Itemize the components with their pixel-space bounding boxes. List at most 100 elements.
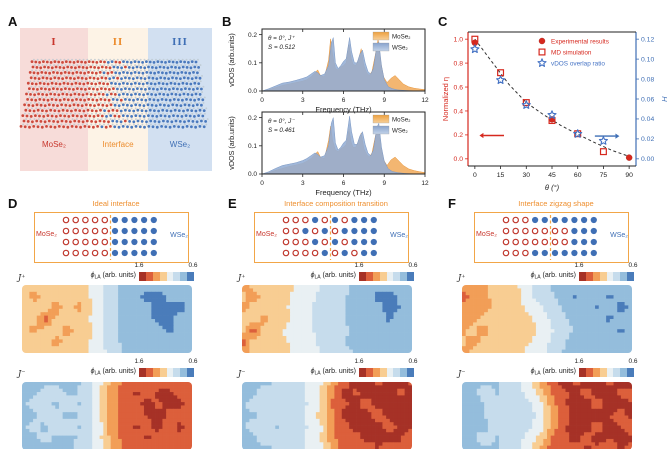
svg-text:vDOS (arb.units): vDOS (arb.units) — [227, 33, 236, 87]
svg-text:0.0: 0.0 — [248, 171, 257, 178]
svg-text:6: 6 — [342, 97, 346, 104]
wse2-label: WSe₂ — [170, 232, 188, 239]
colorbar-row: J⁻ 1.6 0.6 ϕLA (arb. units) — [230, 358, 442, 380]
panel-f: Interface zigzag shape MoSe₂ WSe₂ J⁺ 1.6… — [450, 198, 662, 460]
svg-text:0.10: 0.10 — [641, 56, 654, 63]
svg-text:0.6: 0.6 — [454, 84, 464, 91]
svg-text:MoSe₂: MoSe₂ — [392, 117, 411, 124]
colorbar-max-value: 1.6 — [574, 358, 584, 365]
colorbar-row: J⁺ 1.6 0.6 ϕLA (arb. units) — [450, 262, 662, 284]
panel-letter-c: C — [438, 14, 448, 29]
flux-direction-label: J⁺ — [18, 273, 26, 282]
atom-schematic-box: MoSe₂ WSe₂ — [254, 212, 409, 263]
svg-text:0.12: 0.12 — [641, 36, 654, 43]
heatmap-d-jplus — [22, 285, 192, 353]
svg-text:75: 75 — [600, 172, 608, 179]
svg-text:0.1: 0.1 — [248, 143, 257, 150]
colorbar — [579, 368, 634, 377]
mose2-label: MoSe₂ — [476, 231, 498, 238]
svg-text:0: 0 — [260, 97, 264, 104]
crystal-lattice — [19, 58, 209, 129]
svg-text:15: 15 — [497, 172, 505, 179]
heatmap-e-jplus — [242, 285, 412, 353]
wse2-label: WSe₂ — [390, 232, 408, 239]
colorbar-axis-label: ϕLA (arb. units) — [90, 272, 136, 281]
atom-lattice-schematic — [502, 215, 597, 260]
panel-letter-b: B — [222, 14, 232, 29]
svg-text:0: 0 — [260, 180, 264, 187]
region-numeral-iii: III — [172, 38, 188, 48]
mose2-label: MoSe₂ — [36, 231, 58, 238]
svg-text:6: 6 — [342, 180, 346, 187]
flux-direction-label: J⁻ — [238, 369, 246, 378]
svg-text:θ = 0°, J⁻: θ = 0°, J⁻ — [268, 117, 295, 125]
colorbar-max-value: 1.6 — [134, 262, 144, 269]
svg-text:3: 3 — [301, 180, 305, 187]
flux-direction-label: J⁻ — [458, 369, 466, 378]
region-label-interface: Interface — [102, 140, 134, 149]
svg-text:0.0: 0.0 — [454, 156, 464, 163]
panel-letter-f: F — [448, 196, 456, 211]
atom-schematic-box: MoSe₂ WSe₂ — [474, 212, 629, 263]
svg-text:0.0: 0.0 — [248, 88, 257, 95]
svg-text:Frequency (THz): Frequency (THz) — [315, 188, 372, 197]
panel-d-title: Ideal interface — [92, 199, 140, 208]
region-numeral-ii: II — [112, 38, 124, 48]
svg-text:0.1: 0.1 — [248, 60, 257, 67]
svg-text:S = 0.461: S = 0.461 — [268, 127, 295, 134]
svg-text:0: 0 — [473, 172, 477, 179]
atom-schematic-box: MoSe₂ WSe₂ — [34, 212, 189, 263]
panel-d: Ideal interface MoSe₂ WSe₂ J⁺ 1.6 0.6 ϕLA … — [10, 198, 222, 460]
svg-text:0.04: 0.04 — [641, 116, 654, 123]
svg-text:vDOS (arb.units): vDOS (arb.units) — [227, 116, 236, 170]
colorbar-min-value: 0.6 — [188, 358, 198, 365]
svg-text:9: 9 — [382, 97, 386, 104]
panel-letter-d: D — [8, 196, 18, 211]
svg-text:Frequency (THz): Frequency (THz) — [315, 105, 372, 114]
atom-lattice-schematic — [62, 215, 157, 260]
svg-text:Normalized η: Normalized η — [441, 77, 450, 121]
colorbar-axis-label: ϕLA (arb. units) — [90, 368, 136, 377]
colorbar-row: J⁺ 1.6 0.6 ϕLA (arb. units) — [230, 262, 442, 284]
panel-f-title: Interface zigzag shape — [518, 199, 594, 208]
svg-text:3: 3 — [301, 97, 305, 104]
svg-text:WSe₂: WSe₂ — [392, 128, 408, 135]
svg-text:0.02: 0.02 — [641, 136, 654, 143]
vdos-plot-jminus: 0 3 6 9 12 0.0 0.1 0.2 Frequency (THz) vDOS (arb.… — [227, 111, 429, 197]
svg-text:30: 30 — [523, 172, 531, 179]
colorbar-max-value: 1.6 — [354, 358, 364, 365]
colorbar — [359, 272, 414, 281]
flux-direction-label: J⁻ — [18, 369, 26, 378]
svg-text:0.4: 0.4 — [454, 108, 464, 115]
colorbar-row: J⁺ 1.6 0.6 ϕLA (arb. units) — [10, 262, 222, 284]
region-label-wse2: WSe₂ — [169, 140, 191, 149]
svg-text:12: 12 — [421, 97, 429, 104]
svg-text:WSe₂: WSe₂ — [392, 45, 408, 52]
heatmap-f-jminus — [462, 382, 632, 449]
svg-text:60: 60 — [574, 172, 582, 179]
colorbar-min-value: 0.6 — [408, 262, 418, 269]
svg-text:Experimental results: Experimental results — [551, 38, 609, 45]
svg-text:MoSe₂: MoSe₂ — [392, 34, 411, 41]
colorbar-min-value: 0.6 — [188, 262, 198, 269]
colorbar — [359, 368, 414, 377]
mose2-label: MoSe₂ — [256, 231, 278, 238]
svg-text:0.2: 0.2 — [248, 115, 257, 122]
svg-text:H: H — [660, 96, 668, 102]
heatmap-d-jminus — [22, 382, 192, 449]
svg-text:θ = 0°, J⁺: θ = 0°, J⁺ — [268, 34, 295, 42]
svg-text:0.8: 0.8 — [454, 60, 464, 67]
panel-e: Interface composition transition MoSe₂ W… — [230, 198, 442, 460]
svg-text:9: 9 — [382, 180, 386, 187]
panel-letter-e: E — [228, 196, 237, 211]
eta-vs-theta-plot: 0 15 30 45 60 75 90 0.0 0.2 0.4 0.6 0.8 1.0 0.00 0.02 0… — [441, 31, 668, 192]
colorbar-row: J⁻ 1.6 0.6 ϕLA (arb. units) — [10, 358, 222, 380]
heatmap-f-jplus — [462, 285, 632, 353]
colorbar-max-value: 1.6 — [134, 358, 144, 365]
wse2-label: WSe₂ — [610, 232, 628, 239]
colorbar-max-value: 1.6 — [574, 262, 584, 269]
svg-text:S = 0.512: S = 0.512 — [268, 44, 296, 51]
svg-text:MD simulation: MD simulation — [551, 49, 592, 56]
svg-text:vDOS overlap ratio: vDOS overlap ratio — [551, 60, 605, 67]
